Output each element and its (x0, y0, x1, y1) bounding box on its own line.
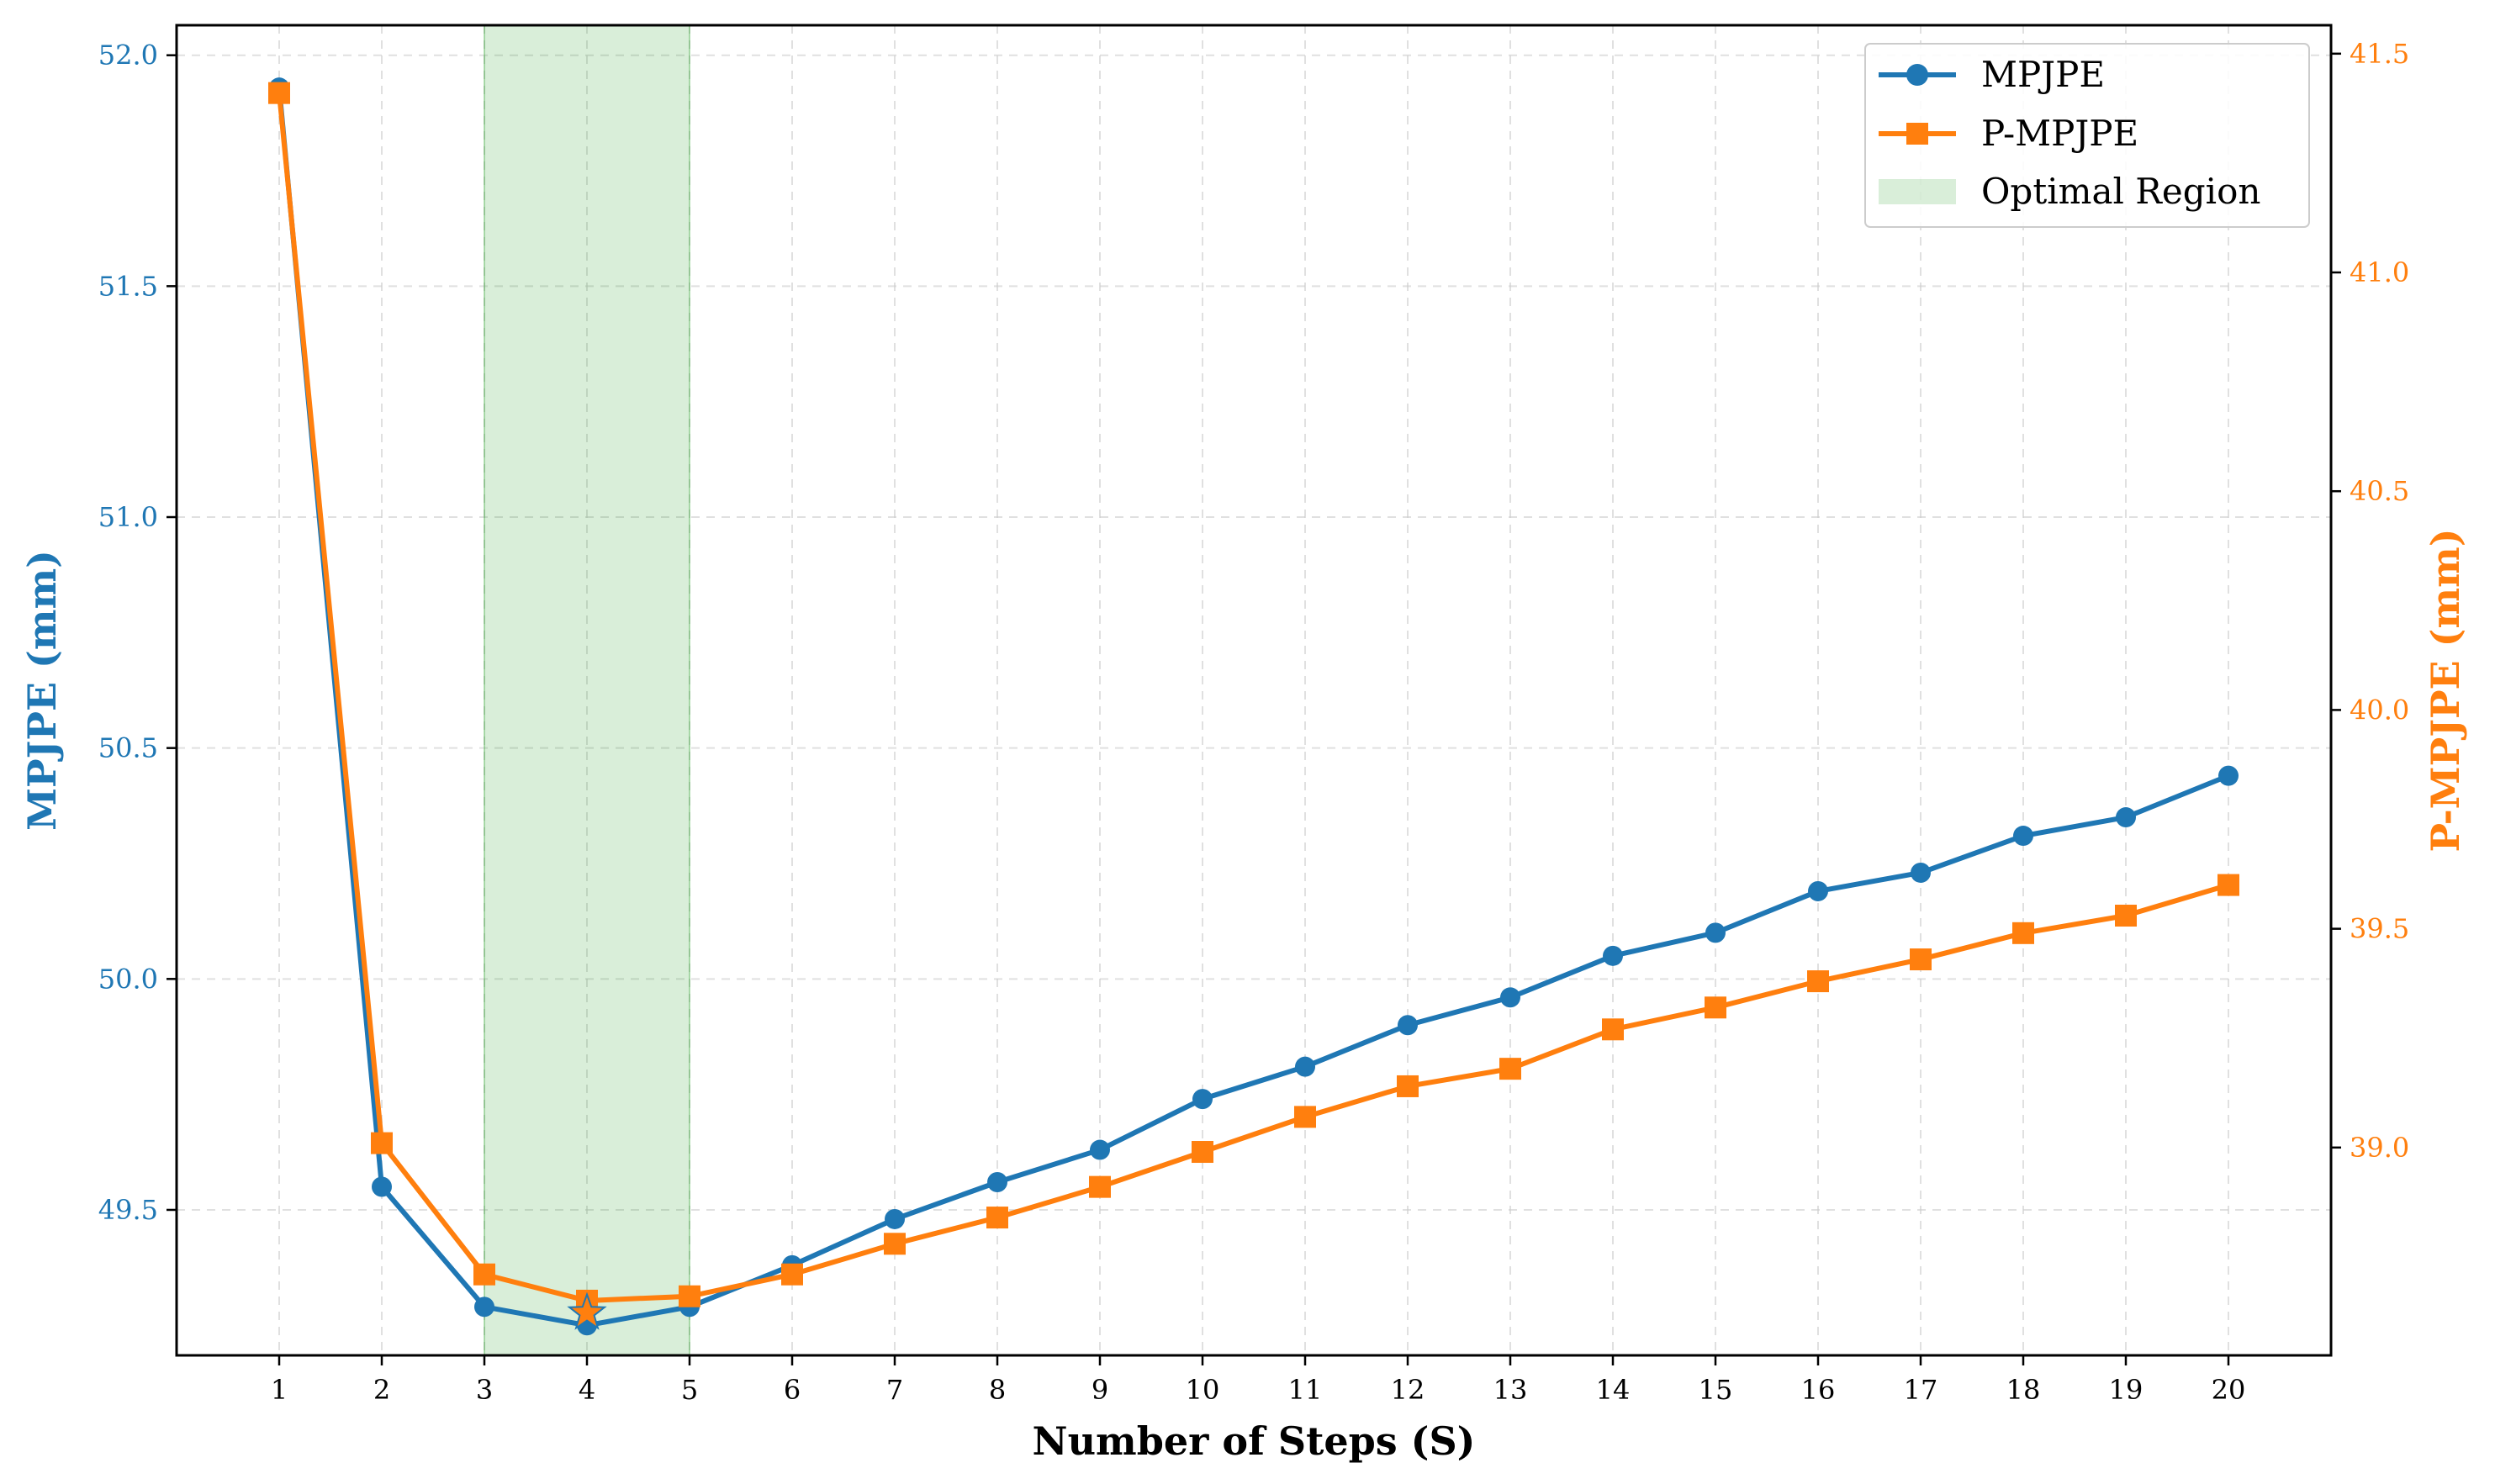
left-y-tick-label: 50.0 (98, 963, 158, 995)
x-tick-label: 12 (1391, 1374, 1425, 1406)
right-y-tick-label: 40.5 (2350, 475, 2409, 507)
left-y-tick-label: 52.0 (98, 40, 158, 71)
data-point-mpjpe (1705, 922, 1726, 943)
data-point-mpjpe (2013, 826, 2033, 847)
data-point-p-mpjpe (473, 1263, 495, 1286)
data-point-p-mpjpe (1192, 1141, 1213, 1164)
data-point-p-mpjpe (1397, 1075, 1419, 1097)
data-point-p-mpjpe (679, 1285, 700, 1307)
data-point-mpjpe (1398, 1015, 1418, 1036)
x-tick-label: 7 (886, 1374, 903, 1406)
legend: MPJPE P-MPJPE Optimal Region (1864, 43, 2310, 228)
x-tick-label: 17 (1904, 1374, 1938, 1406)
data-point-mpjpe (1911, 862, 1931, 883)
legend-marker-mpjpe (1906, 64, 1928, 86)
data-point-p-mpjpe (1294, 1106, 1316, 1128)
x-tick-label: 4 (579, 1374, 595, 1406)
x-tick-label: 13 (1493, 1374, 1528, 1406)
x-tick-label: 10 (1186, 1374, 1220, 1406)
data-point-mpjpe (2116, 807, 2136, 828)
data-point-p-mpjpe (1089, 1175, 1111, 1198)
data-point-mpjpe (1500, 987, 1520, 1008)
right-y-tick-label: 40.0 (2350, 694, 2409, 726)
legend-patch-optimal-region (1879, 179, 1956, 204)
x-tick-label: 8 (989, 1374, 1006, 1406)
x-tick-label: 1 (271, 1374, 288, 1406)
data-point-mpjpe (372, 1176, 392, 1197)
legend-entry-mpjpe: MPJPE (1879, 54, 2105, 95)
x-tick-label: 18 (2006, 1374, 2041, 1406)
x-tick-label: 6 (784, 1374, 801, 1406)
legend-marker-p-mpjpe (1906, 123, 1928, 145)
right-y-tick-label: 39.5 (2350, 913, 2409, 945)
data-point-mpjpe (1808, 880, 1828, 901)
legend-label-optimal-region: Optimal Region (1981, 171, 2260, 212)
left-y-axis-title: MPJPE (mm) (19, 550, 65, 831)
x-axis-title: Number of Steps (S) (1033, 1418, 1476, 1464)
x-tick-label: 2 (373, 1374, 390, 1406)
data-point-p-mpjpe (781, 1263, 803, 1286)
data-point-mpjpe (1603, 945, 1623, 966)
grid (177, 25, 2331, 1355)
series-layer (268, 77, 2239, 1336)
data-point-mpjpe (1192, 1089, 1213, 1110)
x-tick-label: 20 (2212, 1374, 2246, 1406)
legend-label-p-mpjpe: P-MPJPE (1981, 113, 2138, 154)
data-point-mpjpe (1090, 1139, 1110, 1160)
legend-label-mpjpe: MPJPE (1981, 54, 2105, 95)
data-point-mpjpe (987, 1172, 1007, 1193)
legend-box (1864, 43, 2310, 228)
x-tick-label: 3 (476, 1374, 493, 1406)
data-point-p-mpjpe (884, 1233, 906, 1255)
legend-entry-optimal-region: Optimal Region (1879, 171, 2260, 212)
axes: 1 2 3 4 5 6 7 8 9 10 11 12 13 14 15 16 17 18 19 2049.550.05… (98, 38, 2410, 1406)
x-tick-label: 14 (1596, 1374, 1631, 1406)
left-y-tick-label: 49.5 (98, 1194, 158, 1226)
x-tick-label: 9 (1092, 1374, 1108, 1406)
data-point-p-mpjpe (268, 82, 290, 104)
x-tick-label: 5 (681, 1374, 698, 1406)
data-point-p-mpjpe (1910, 948, 1932, 971)
data-point-p-mpjpe (2012, 922, 2034, 944)
data-point-mpjpe (1295, 1056, 1315, 1077)
data-point-p-mpjpe (1602, 1018, 1624, 1041)
right-y-tick-label: 39.0 (2350, 1132, 2409, 1164)
data-point-p-mpjpe (2217, 874, 2239, 896)
data-point-mpjpe (2218, 765, 2239, 786)
left-y-tick-label: 51.5 (98, 270, 158, 302)
x-tick-label: 11 (1288, 1374, 1323, 1406)
x-tick-label: 15 (1699, 1374, 1733, 1406)
left-y-tick-label: 50.5 (98, 732, 158, 764)
data-point-p-mpjpe (1807, 970, 1829, 993)
data-point-mpjpe (474, 1297, 494, 1318)
right-y-tick-label: 41.0 (2350, 256, 2409, 288)
data-point-mpjpe (885, 1208, 905, 1229)
series-line-mpjpe (277, 87, 2230, 1328)
right-y-axis-title: P-MPJPE (mm) (2423, 529, 2468, 853)
x-tick-label: 19 (2109, 1374, 2143, 1406)
plot-frame (175, 24, 2333, 1357)
data-point-p-mpjpe (371, 1132, 393, 1154)
series-line-p-mpjpe (277, 92, 2229, 1303)
x-tick-label: 16 (1801, 1374, 1836, 1406)
optimal-region-band (484, 24, 690, 1356)
data-point-p-mpjpe (1499, 1058, 1521, 1080)
data-point-p-mpjpe (2115, 905, 2137, 927)
data-point-p-mpjpe (986, 1207, 1008, 1229)
best-point-star (567, 1291, 607, 1330)
right-y-tick-label: 41.5 (2350, 38, 2409, 70)
data-point-p-mpjpe (1705, 996, 1726, 1019)
left-y-tick-label: 51.0 (98, 501, 158, 533)
legend-entry-p-mpjpe: P-MPJPE (1879, 113, 2138, 154)
